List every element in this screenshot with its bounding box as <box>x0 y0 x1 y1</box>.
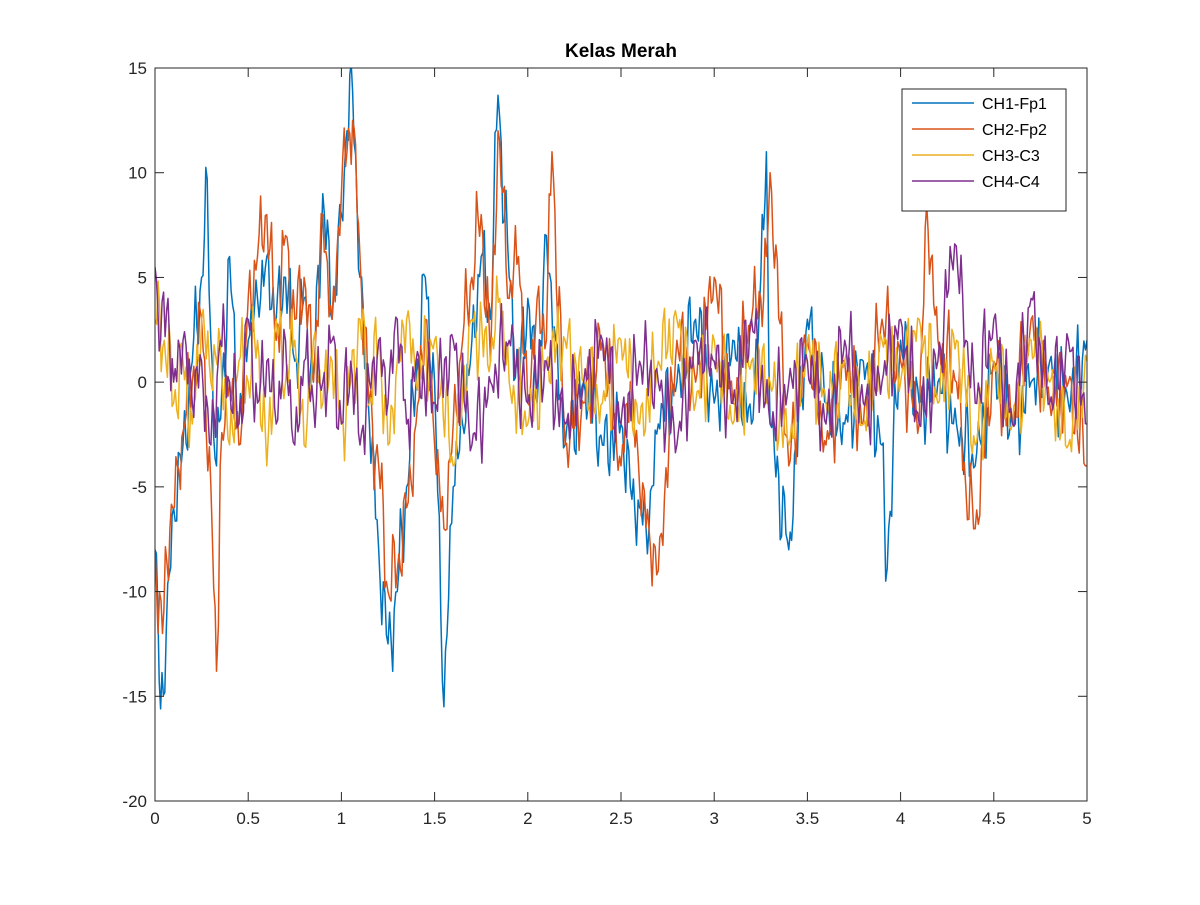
x-tick-label: 0.5 <box>236 809 260 828</box>
legend-label: CH2-Fp2 <box>982 122 1047 139</box>
y-tick-label: -20 <box>122 792 147 811</box>
y-tick-label: -5 <box>132 478 147 497</box>
legend-box <box>901 88 1067 212</box>
y-tick-label: 10 <box>128 164 147 183</box>
legend-label: CH3-C3 <box>982 148 1040 165</box>
x-tick-label: 1.5 <box>423 809 447 828</box>
x-tick-label: 5 <box>1082 809 1091 828</box>
y-tick-label: -10 <box>122 583 147 602</box>
x-tick-label: 4.5 <box>982 809 1006 828</box>
x-tick-label: 0 <box>150 809 159 828</box>
x-tick-label: 3.5 <box>796 809 820 828</box>
legend-label: CH4-C4 <box>982 174 1040 191</box>
x-tick-label: 2 <box>523 809 532 828</box>
legend-label: CH1-Fp1 <box>982 96 1047 113</box>
y-tick-label: -15 <box>122 687 147 706</box>
plot-area <box>155 68 1087 710</box>
y-tick-label: 5 <box>138 268 147 287</box>
chart-title: Kelas Merah <box>565 41 677 62</box>
y-tick-label: 0 <box>138 373 147 392</box>
y-tick-label: 15 <box>128 59 147 78</box>
axis-ticks: 0 0.5 1 1.5 2 2.5 3 3.5 4 4.5 5 -20 -15 -10 -5 0 5 10 15 <box>122 59 1091 828</box>
x-tick-label: 3 <box>709 809 718 828</box>
series-line-ch4-c4 <box>155 243 1087 464</box>
x-tick-label: 1 <box>337 809 346 828</box>
x-tick-label: 4 <box>896 809 905 828</box>
legend: CH1-Fp1 CH2-Fp2 CH3-C3 CH4-C4 <box>901 88 1067 212</box>
x-tick-label: 2.5 <box>609 809 633 828</box>
